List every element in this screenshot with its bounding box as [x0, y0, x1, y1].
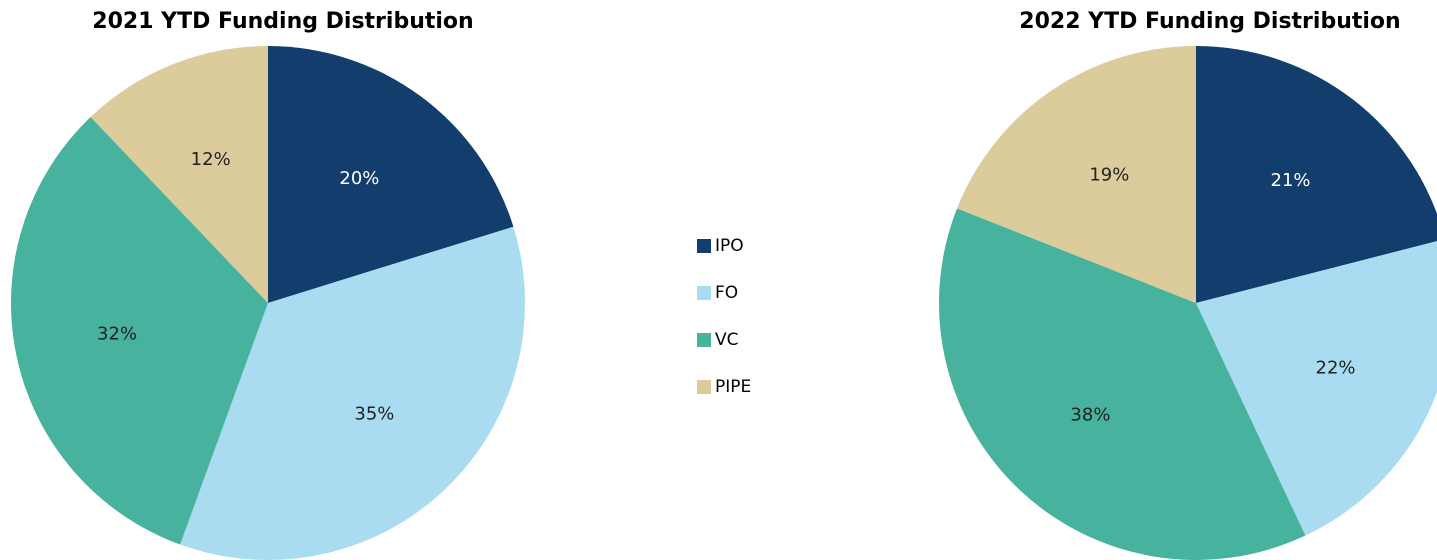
pie-slice	[180, 226, 525, 560]
value-label: 12%	[191, 149, 231, 170]
value-label: 22%	[1316, 358, 1356, 379]
legend-label: IPO	[715, 236, 744, 256]
pie-slice	[10, 117, 268, 545]
pie-slice	[939, 208, 1306, 560]
pie-slice	[1196, 241, 1437, 536]
pie-slice	[268, 46, 514, 303]
legend-swatch	[697, 286, 711, 300]
legend-swatch	[697, 333, 711, 347]
legend-swatch	[697, 239, 711, 253]
value-label: 19%	[1089, 164, 1129, 185]
value-label: 38%	[1070, 404, 1110, 425]
pie-slice	[957, 46, 1196, 303]
value-label: 32%	[97, 324, 137, 345]
value-label: 35%	[354, 404, 394, 425]
pie-slice	[90, 45, 269, 303]
value-label: 21%	[1271, 170, 1311, 191]
chart-title: 2022 YTD Funding Distribution	[1019, 9, 1400, 34]
pie-slice	[1196, 46, 1437, 303]
value-label: 20%	[339, 168, 379, 189]
legend-label: VC	[715, 330, 739, 350]
legend-label: PIPE	[715, 377, 751, 397]
legend-swatch	[697, 380, 711, 394]
chart-title: 2021 YTD Funding Distribution	[92, 9, 473, 34]
legend-label: FO	[715, 283, 738, 303]
